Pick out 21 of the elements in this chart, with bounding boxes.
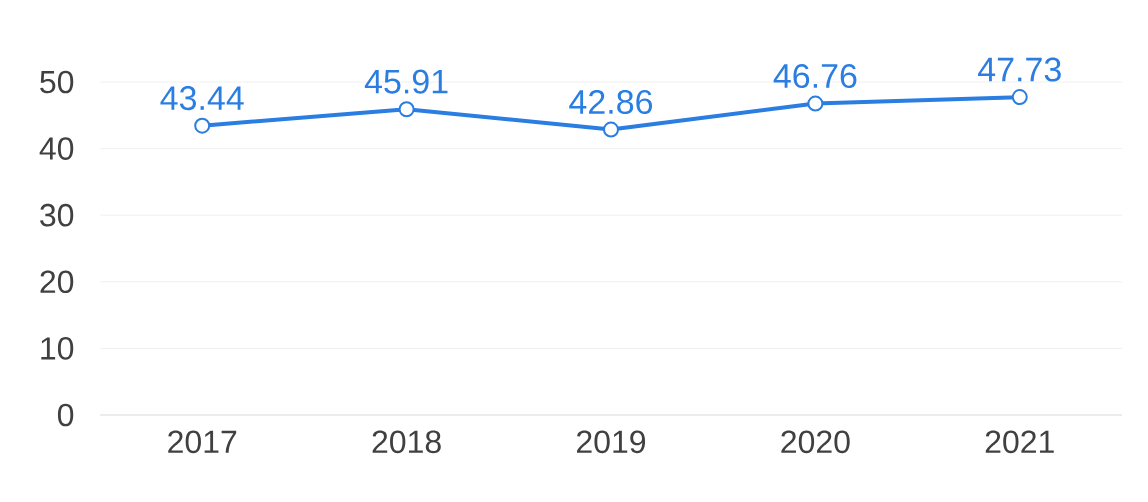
x-tick-label: 2021 <box>985 430 1054 454</box>
point <box>602 121 619 138</box>
y-tick-label: 30 <box>40 203 74 227</box>
y-tick-label: 50 <box>40 70 74 94</box>
y-tick-label: 0 <box>57 403 74 427</box>
y-tick-label: 40 <box>39 137 74 160</box>
x-tick-label: 2020 <box>781 430 850 454</box>
x-tick-label: 2019 <box>577 430 646 454</box>
y-tick-label: 20 <box>40 270 74 294</box>
data-label: 45.91 <box>364 69 448 94</box>
data-label: 43.44 <box>160 86 244 111</box>
y-tick-label: 10 <box>41 337 74 360</box>
x-tick-label: 2018 <box>372 430 441 454</box>
data-label: 42.86 <box>569 89 653 115</box>
x-tick-label: 2017 <box>168 430 237 454</box>
point <box>807 95 824 112</box>
point <box>194 117 211 134</box>
data-label: 47.73 <box>978 57 1061 82</box>
data-label: 46.76 <box>773 63 857 89</box>
point <box>398 101 415 118</box>
point <box>1011 89 1028 106</box>
